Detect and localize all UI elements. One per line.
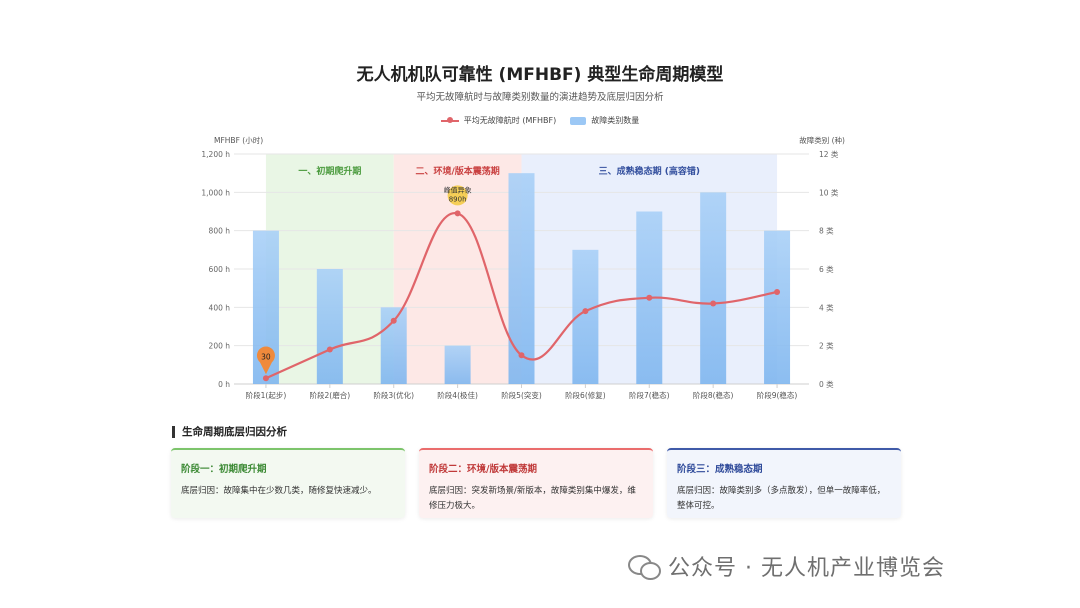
right-axis-title: 故障类别 (种) <box>799 135 845 145</box>
legend-item-bar[interactable]: 故障类别数量 <box>570 115 639 126</box>
left-axis-title: MFHBF (小时) <box>214 135 263 145</box>
line-point <box>518 352 525 359</box>
chart-subtitle: 平均无故障航时与故障类别数量的演进趋势及底层归因分析 <box>416 92 664 103</box>
bar <box>316 269 343 384</box>
annotation-bubble <box>447 185 468 206</box>
line-point <box>326 346 333 353</box>
right-tick-label: 0 类 <box>819 379 834 389</box>
x-tick-label: 阶段3(优化) <box>373 390 414 400</box>
card-title: 阶段一：初期爬升期 <box>181 464 267 475</box>
mfhbf-line <box>265 212 778 380</box>
watermark-text: 公众号 · 无人机产业博览会 <box>668 556 945 581</box>
watermark: 公众号 · 无人机产业博览会 <box>628 550 945 582</box>
left-tick-label: 200 h <box>209 342 231 351</box>
card-desc: 底层归因：故障集中在少数几类，随修复快速减少。 <box>181 486 377 496</box>
legend-bar-swatch <box>570 116 587 125</box>
line-point <box>774 289 781 295</box>
analysis-card-phase-2: 阶段二：环境/版本震荡期 底层归因：突发新场景/新版本，故障类别集中爆发，维修压… <box>419 448 653 518</box>
left-tick-label: 1,000 h <box>201 188 230 197</box>
right-tick-label: 8 类 <box>819 226 834 236</box>
chart-legend: 平均无故障航时 (MFHBF) 故障类别数量 <box>0 115 1080 126</box>
card-title: 阶段二：环境/版本震荡期 <box>429 464 537 475</box>
right-tick-label: 2 类 <box>819 341 834 351</box>
annotation-pin <box>256 346 275 375</box>
x-tick-label: 阶段1(起步) <box>246 390 287 400</box>
left-tick-label: 1,200 h <box>201 150 230 159</box>
phase-label-1: 一、初期爬升期 <box>298 165 361 177</box>
legend-bar-label: 故障类别数量 <box>591 116 640 125</box>
x-tick-label: 阶段8(稳态) <box>693 390 734 400</box>
left-tick-label: 0 h <box>218 380 230 389</box>
bar <box>700 192 727 384</box>
x-tick-label: 阶段2(磨合) <box>310 390 351 400</box>
card-desc: 底层归因：故障类别多（多点散发），但单一故障率低，整体可控。 <box>677 486 886 511</box>
right-tick-label: 12 类 <box>819 149 839 159</box>
line-point <box>710 300 717 307</box>
annotation-bubble-value: 890h <box>449 195 467 203</box>
line-point <box>646 294 653 301</box>
x-tick-label: 阶段7(稳态) <box>629 390 670 400</box>
wechat-icon <box>628 553 661 580</box>
bar <box>444 345 471 384</box>
bar <box>764 230 791 384</box>
legend-line-label: 平均无故障航时 (MFHBF) <box>463 116 557 125</box>
card-title: 阶段三：成熟稳态期 <box>677 464 763 475</box>
line-point <box>582 308 589 315</box>
analysis-card-phase-3: 阶段三：成熟稳态期 底层归因：故障类别多（多点散发），但单一故障率低，整体可控。 <box>667 448 901 518</box>
card-desc: 底层归因：突发新场景/新版本，故障类别集中爆发，维修压力极大。 <box>429 486 636 511</box>
legend-line-swatch <box>440 116 459 123</box>
analysis-heading: 生命周期底层归因分析 <box>172 426 287 438</box>
legend-item-line[interactable]: 平均无故障航时 (MFHBF) <box>440 115 557 126</box>
left-tick-label: 800 h <box>209 227 231 236</box>
bar <box>508 173 535 384</box>
line-point <box>262 375 269 382</box>
left-tick-label: 600 h <box>209 265 231 274</box>
chart-canvas: 一、初期爬升期 二、环境/版本震荡期 三、成熟稳态期 (高容错) 0 h 200 h 40… <box>201 135 845 400</box>
x-tick-label: 阶段4(极佳) <box>437 390 478 400</box>
annotation-pin-label: 30 <box>261 352 271 361</box>
left-tick-label: 400 h <box>209 303 231 312</box>
x-tick-label: 阶段6(修复) <box>565 390 606 400</box>
phase-label-3: 三、成熟稳态期 (高容错) <box>599 165 700 177</box>
x-tick-label: 阶段5(突变) <box>501 390 542 400</box>
annotation-bubble-label: 峰值异象 <box>444 185 472 194</box>
line-point <box>454 210 461 217</box>
phase-label-2: 二、环境/版本震荡期 <box>415 165 499 177</box>
right-tick-label: 6 类 <box>819 264 834 274</box>
right-tick-label: 4 类 <box>819 302 834 312</box>
x-tick-label: 阶段9(稳态) <box>757 390 798 400</box>
right-tick-label: 10 类 <box>819 187 839 197</box>
chart-title: 无人机机队可靠性 (MFHBF) 典型生命周期模型 <box>356 65 724 85</box>
line-point <box>390 317 397 324</box>
analysis-card-phase-1: 阶段一：初期爬升期 底层归因：故障集中在少数几类，随修复快速减少。 <box>171 448 405 518</box>
